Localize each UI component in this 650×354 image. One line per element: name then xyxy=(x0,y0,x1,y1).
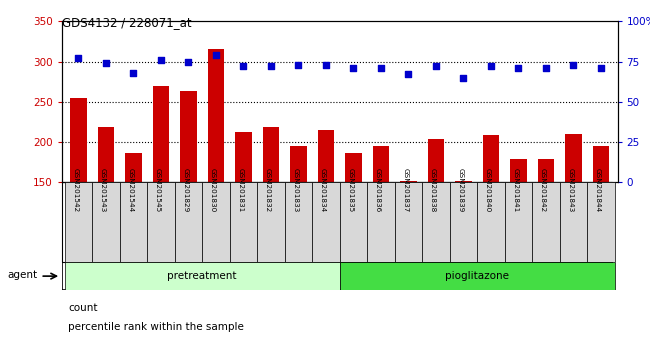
Bar xyxy=(153,86,169,303)
Bar xyxy=(477,182,504,262)
Text: GSM201835: GSM201835 xyxy=(347,168,354,212)
Bar xyxy=(147,182,175,262)
Bar xyxy=(400,181,417,303)
Bar xyxy=(450,182,477,262)
Point xyxy=(128,70,138,76)
Bar xyxy=(92,182,120,262)
Bar xyxy=(532,182,560,262)
Text: GSM201841: GSM201841 xyxy=(512,168,519,212)
Point xyxy=(431,63,441,69)
Bar xyxy=(455,181,472,303)
Point xyxy=(348,65,359,71)
Point xyxy=(541,65,551,71)
Bar xyxy=(339,182,367,262)
Point xyxy=(238,63,248,69)
Text: GSM201844: GSM201844 xyxy=(595,168,601,212)
Bar xyxy=(202,182,229,262)
Point xyxy=(320,62,331,68)
Text: percentile rank within the sample: percentile rank within the sample xyxy=(68,322,244,332)
Point xyxy=(211,52,221,58)
Point xyxy=(458,75,469,80)
Point xyxy=(266,63,276,69)
Point xyxy=(183,59,194,64)
Bar xyxy=(125,153,142,303)
Bar xyxy=(64,262,339,290)
Text: GSM201838: GSM201838 xyxy=(430,168,436,212)
Bar xyxy=(560,182,587,262)
Text: GSM201834: GSM201834 xyxy=(320,168,326,212)
Text: GSM201832: GSM201832 xyxy=(265,168,271,212)
Bar xyxy=(372,146,389,303)
Text: GSM201542: GSM201542 xyxy=(72,168,78,212)
Point xyxy=(568,62,578,68)
Bar xyxy=(180,91,196,303)
Text: GSM201545: GSM201545 xyxy=(155,168,161,212)
Point xyxy=(514,65,524,71)
Point xyxy=(155,57,166,63)
Text: GSM201543: GSM201543 xyxy=(99,168,106,212)
Text: GSM201833: GSM201833 xyxy=(292,168,298,212)
Text: GSM201830: GSM201830 xyxy=(210,168,216,212)
Bar xyxy=(64,182,92,262)
Point xyxy=(376,65,386,71)
Bar xyxy=(422,182,450,262)
Point xyxy=(293,62,304,68)
Bar xyxy=(70,98,86,303)
Text: pioglitazone: pioglitazone xyxy=(445,271,509,281)
Text: GSM201831: GSM201831 xyxy=(237,168,243,212)
Point xyxy=(101,60,111,66)
Bar xyxy=(318,130,334,303)
Text: count: count xyxy=(68,303,98,313)
Bar xyxy=(285,182,312,262)
Bar xyxy=(339,262,615,290)
Text: GSM201843: GSM201843 xyxy=(567,168,573,212)
Point xyxy=(403,72,413,77)
Bar xyxy=(593,146,609,303)
Text: agent: agent xyxy=(8,270,38,280)
Bar xyxy=(235,132,252,303)
Point xyxy=(73,56,83,61)
Bar xyxy=(290,146,307,303)
Text: pretreatment: pretreatment xyxy=(167,271,237,281)
Bar xyxy=(587,182,615,262)
Bar xyxy=(566,134,582,303)
Bar xyxy=(175,182,202,262)
Bar xyxy=(428,139,444,303)
Text: GSM201829: GSM201829 xyxy=(182,168,188,212)
Text: GSM201837: GSM201837 xyxy=(402,168,408,212)
Bar xyxy=(345,153,361,303)
Bar xyxy=(257,182,285,262)
Point xyxy=(596,65,606,71)
Bar xyxy=(510,159,526,303)
Bar xyxy=(312,182,339,262)
Bar xyxy=(207,48,224,303)
Text: GSM201836: GSM201836 xyxy=(375,168,381,212)
Bar xyxy=(120,182,147,262)
Bar xyxy=(504,182,532,262)
Point xyxy=(486,63,496,69)
Bar xyxy=(98,127,114,303)
Bar xyxy=(538,159,554,303)
Text: GSM201840: GSM201840 xyxy=(485,168,491,212)
Bar xyxy=(229,182,257,262)
Text: GSM201544: GSM201544 xyxy=(127,168,133,212)
Text: GSM201842: GSM201842 xyxy=(540,168,546,212)
Text: GSM201839: GSM201839 xyxy=(458,168,463,212)
Bar xyxy=(395,182,422,262)
Bar xyxy=(483,135,499,303)
Bar xyxy=(263,127,279,303)
Text: GDS4132 / 228071_at: GDS4132 / 228071_at xyxy=(62,16,191,29)
Bar xyxy=(367,182,395,262)
